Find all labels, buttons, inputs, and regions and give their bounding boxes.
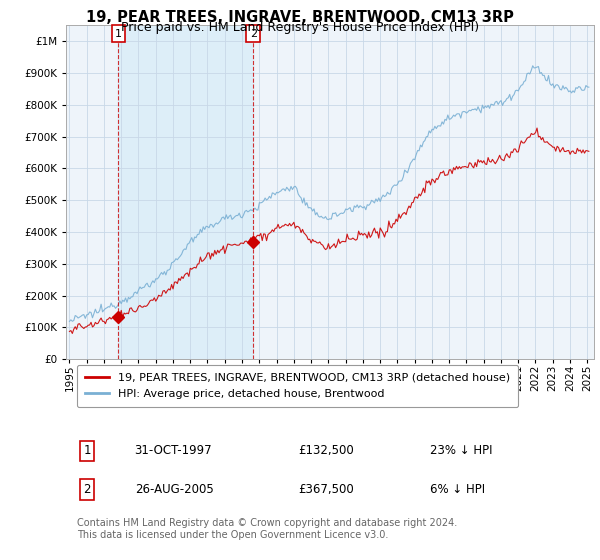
- Text: 1: 1: [83, 445, 91, 458]
- Text: 2: 2: [250, 29, 257, 39]
- Text: 2: 2: [83, 483, 91, 496]
- Text: £132,500: £132,500: [298, 445, 354, 458]
- Text: Price paid vs. HM Land Registry's House Price Index (HPI): Price paid vs. HM Land Registry's House …: [121, 21, 479, 34]
- Text: Contains HM Land Registry data © Crown copyright and database right 2024.
This d: Contains HM Land Registry data © Crown c…: [77, 518, 457, 540]
- Text: 19, PEAR TREES, INGRAVE, BRENTWOOD, CM13 3RP: 19, PEAR TREES, INGRAVE, BRENTWOOD, CM13…: [86, 10, 514, 25]
- Text: 1: 1: [115, 29, 122, 39]
- Legend: 19, PEAR TREES, INGRAVE, BRENTWOOD, CM13 3RP (detached house), HPI: Average pric: 19, PEAR TREES, INGRAVE, BRENTWOOD, CM13…: [77, 365, 518, 407]
- Text: 6% ↓ HPI: 6% ↓ HPI: [430, 483, 485, 496]
- Text: 26-AUG-2005: 26-AUG-2005: [134, 483, 214, 496]
- Text: £367,500: £367,500: [298, 483, 354, 496]
- Text: 31-OCT-1997: 31-OCT-1997: [134, 445, 212, 458]
- Bar: [118, 25, 253, 359]
- Text: 23% ↓ HPI: 23% ↓ HPI: [430, 445, 493, 458]
